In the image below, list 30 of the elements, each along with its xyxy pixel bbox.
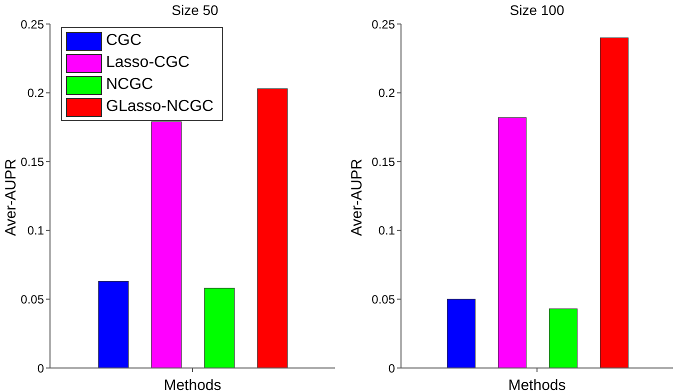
- y-tick-label: 0.15: [372, 154, 396, 169]
- legend-label: Lasso-CGC: [106, 53, 190, 73]
- y-tick-label: 0.05: [372, 292, 396, 306]
- y-tick-label: 0.1: [378, 224, 396, 238]
- y-tick-label: 0.15: [20, 154, 44, 169]
- bar: [548, 308, 578, 368]
- bar: [98, 281, 129, 368]
- x-axis-title: Methods: [508, 377, 566, 392]
- y-tick-label: 0.25: [372, 17, 396, 32]
- bar: [204, 288, 235, 368]
- chart-title: Size 100: [508, 2, 566, 18]
- bar: [257, 88, 288, 368]
- bar: [498, 117, 527, 368]
- bar: [151, 121, 182, 368]
- legend-label: NCGC: [106, 75, 154, 95]
- legend-label: CGC: [106, 31, 142, 51]
- y-tick-label: 0: [388, 361, 396, 376]
- chart-title: Size 50: [170, 2, 220, 18]
- x-axis-title: Methods: [164, 377, 222, 392]
- y-tick-label: 0.1: [27, 224, 44, 238]
- y-tick-label: 0.2: [27, 86, 44, 100]
- y-tick-label: 0.05: [20, 292, 44, 306]
- bar: [446, 298, 476, 368]
- y-axis-title: Aver-AUPR: [2, 158, 20, 236]
- y-axis-title: Aver-AUPR: [348, 158, 366, 236]
- legend-label: GLasso-NCGC: [106, 97, 214, 117]
- y-tick-label: 0.2: [378, 86, 396, 100]
- y-tick-label: 0: [37, 361, 44, 376]
- bar: [600, 37, 629, 368]
- y-tick-label: 0.25: [20, 17, 44, 32]
